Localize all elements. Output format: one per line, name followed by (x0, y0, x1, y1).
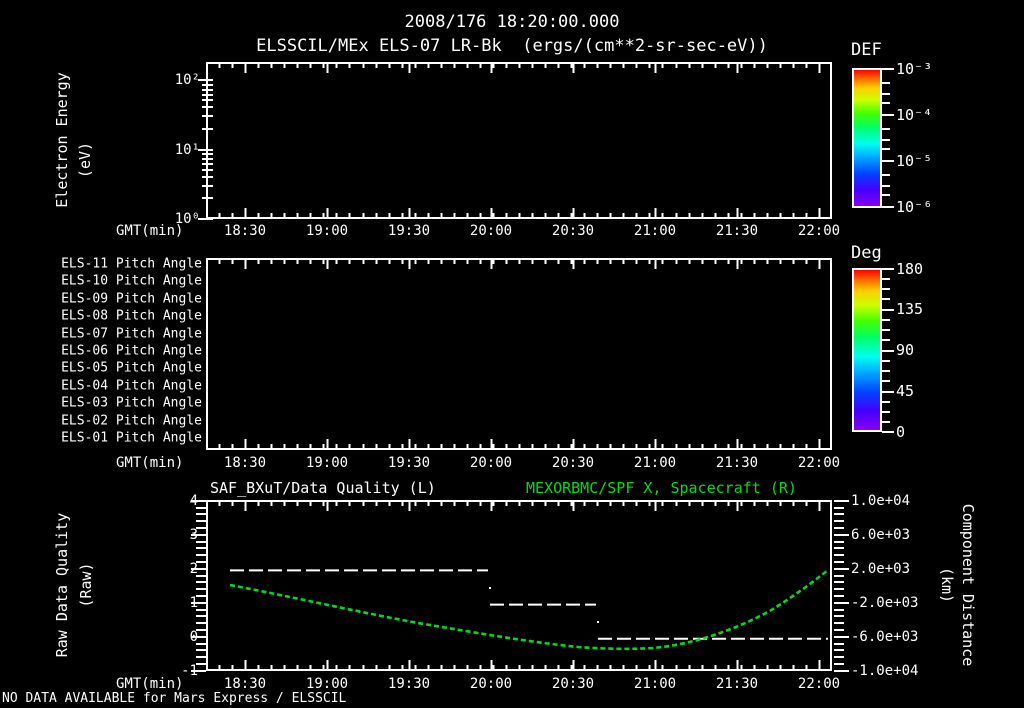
plot-title-dataset: ELSSCIL/MEx ELS-07 LR-Bk (ergs/(cm**2-sr… (256, 36, 768, 56)
panel2-row-label: ELS-02 Pitch Angle (61, 413, 202, 429)
panel1-xtick-3: 20:00 (469, 223, 513, 239)
panel1-xtick-0: 18:30 (223, 223, 267, 239)
panel1-xtick-4: 20:30 (551, 223, 595, 239)
panel3-xtick-2: 19:30 (387, 676, 431, 692)
panel3-ytick-right-1e4: 1.0e+04 (851, 493, 911, 509)
series-data-quality-step-marks (489, 587, 599, 623)
panel3-ytick-right--2e3: -2.0e+03 (851, 595, 919, 611)
colorbar-deg-tick-45: 45 (896, 382, 915, 400)
panel3-right-ylabel-line1: Component Distance (959, 503, 977, 667)
colorbar-deg-tick-90: 90 (896, 341, 915, 359)
colorbar-def-title: DEF (851, 40, 882, 60)
panel3-data-traces (229, 568, 829, 651)
panel3-ylabel-line1: Raw Data Quality (53, 512, 71, 658)
panel3-ylabel-line2: (Raw) (77, 562, 95, 608)
panel3-left-ticks (191, 500, 206, 672)
panel1-ytick-1e0: 10⁰ (174, 211, 200, 227)
panel2-row-label: ELS-05 Pitch Angle (61, 360, 202, 376)
colorbar-deg[interactable] (852, 268, 882, 432)
panel2-row-label: ELS-08 Pitch Angle (61, 308, 202, 324)
panel1-gmt-label: GMT(min) (116, 223, 184, 239)
panel2-row-label: ELS-03 Pitch Angle (61, 395, 202, 411)
colorbar-def-ticks (882, 68, 894, 208)
panel3-ytick-left--1: -1 (181, 663, 198, 679)
panel2-row-label: ELS-09 Pitch Angle (61, 291, 202, 307)
series-data-quality (230, 569, 828, 640)
colorbar-def-tick-1e-5: 10⁻⁵ (896, 152, 933, 170)
panel3-right-ticks (834, 500, 849, 672)
panel3-xtick-3: 20:00 (469, 676, 513, 692)
panel2-xtick-5: 21:00 (633, 455, 677, 471)
colorbar-def-tick-1e-4: 10⁻⁴ (896, 106, 933, 124)
panel1-xtick-7: 22:00 (797, 223, 841, 239)
plot-title-datetime: 2008/176 18:20:00.000 (404, 12, 620, 32)
no-data-available-note: NO DATA AVAILABLE for Mars Express / ELS… (2, 691, 347, 706)
panel3-xtick-6: 21:30 (715, 676, 759, 692)
colorbar-deg-tick-135: 135 (896, 300, 924, 318)
panel2-row-label: ELS-11 Pitch Angle (61, 256, 202, 272)
colorbar-deg-tick-0: 0 (896, 423, 906, 441)
panel2-row-label: ELS-01 Pitch Angle (61, 430, 202, 446)
panel3-ytick-right-6e3: 6.0e+03 (851, 527, 911, 543)
panel2-xtick-labels: 18:30 19:00 19:30 20:00 20:30 21:00 21:3… (206, 455, 840, 473)
panel-electron-energy[interactable] (206, 62, 832, 219)
panel3-right-ylabel-line2: (km) (938, 566, 956, 604)
panel1-ylabel-line1: Electron Energy (53, 72, 71, 208)
panel3-xtick-labels: 18:30 19:00 19:30 20:00 20:30 21:00 21:3… (206, 676, 840, 694)
panel1-xtick-6: 21:30 (715, 223, 759, 239)
panel2-row-label: ELS-06 Pitch Angle (61, 343, 202, 359)
panel3-ytick-right--1e4: -1.0e+04 (851, 663, 919, 679)
colorbar-def[interactable] (852, 68, 882, 208)
panel1-xtick-5: 21:00 (633, 223, 677, 239)
panel3-xtick-7: 22:00 (797, 676, 841, 692)
panel1-ytick-1e1: 10¹ (174, 142, 200, 158)
colorbar-deg-title: Deg (851, 243, 882, 263)
panel2-row-label: ELS-04 Pitch Angle (61, 378, 202, 394)
colorbar-deg-tick-180: 180 (896, 260, 924, 278)
panel1-ytick-1e2: 10² (174, 72, 200, 88)
panel3-xtick-4: 20:30 (551, 676, 595, 692)
panel3-xtick-1: 19:00 (305, 676, 349, 692)
colorbar-def-tick-1e-6: 10⁻⁶ (896, 198, 933, 216)
panel2-xtick-1: 19:00 (305, 455, 349, 471)
panel1-ylabel-line2: (eV) (76, 141, 94, 179)
panel1-axis-ticks (198, 79, 213, 220)
panel3-ytick-right--6e3: -6.0e+03 (851, 629, 919, 645)
panel2-xtick-6: 21:30 (715, 455, 759, 471)
panel2-xtick-4: 20:30 (551, 455, 595, 471)
panel3-header-right: MEXORBMC/SPF X, Spacecraft (R) (526, 479, 797, 497)
panel1-xtick-1: 19:00 (305, 223, 349, 239)
panel2-xtick-3: 20:00 (469, 455, 513, 471)
panel2-xtick-0: 18:30 (223, 455, 267, 471)
panel2-row-label: ELS-10 Pitch Angle (61, 273, 202, 289)
xtick-marks (206, 259, 832, 449)
panel3-header-left: SAF_BXuT/Data Quality (L) (210, 479, 436, 497)
panel2-xtick-7: 22:00 (797, 455, 841, 471)
panel3-xtick-0: 18:30 (223, 676, 267, 692)
panel3-gmt-label: GMT(min) (116, 676, 184, 692)
colorbar-def-tick-1e-3: 10⁻³ (896, 60, 933, 78)
colorbar-deg-ticks (882, 268, 894, 433)
panel-data-quality[interactable] (206, 500, 832, 671)
panel1-xtick-labels: 18:30 19:00 19:30 20:00 20:30 21:00 21:3… (206, 223, 840, 241)
xtick-marks (206, 501, 832, 670)
xtick-marks (206, 63, 832, 218)
panel3-xtick-5: 21:00 (633, 676, 677, 692)
panel1-xtick-2: 19:30 (387, 223, 431, 239)
panel-pitch-angle[interactable] (206, 258, 832, 450)
panel3-ytick-right-2e3: 2.0e+03 (851, 561, 911, 577)
panel2-row-label: ELS-07 Pitch Angle (61, 326, 202, 342)
panel2-gmt-label: GMT(min) (116, 455, 184, 471)
panel2-xtick-2: 19:30 (387, 455, 431, 471)
